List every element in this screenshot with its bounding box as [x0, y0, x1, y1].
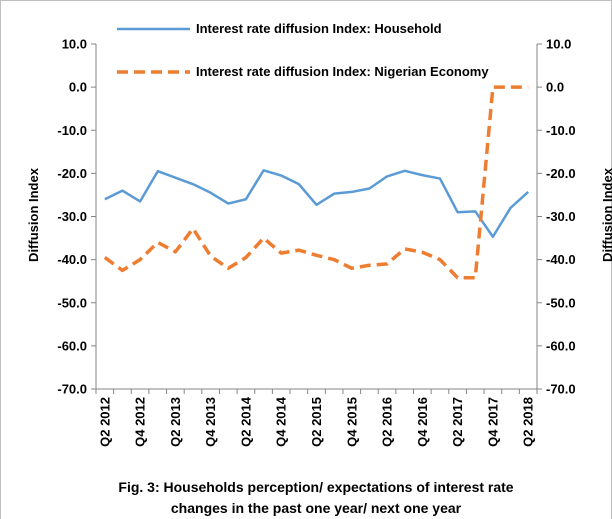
y-tick-label: 10.0: [62, 37, 87, 52]
y2-tick-label: -30.0: [546, 209, 576, 224]
y-tick-label: -70.0: [57, 382, 87, 397]
x-tick-label: Q2 2016: [380, 397, 395, 447]
y-tick-label: 0.0: [69, 80, 87, 95]
x-tick-label: Q2 2017: [450, 397, 465, 447]
y2-tick-label: -60.0: [546, 338, 576, 353]
legend-item: Interest rate diffusion Index: Nigerian …: [196, 64, 489, 79]
caption: Fig. 3: Households perception/ expectati…: [118, 479, 513, 495]
series-line: [104, 169, 530, 239]
y-axis-title: Diffusion Index: [26, 167, 41, 262]
y-tick-label: -10.0: [57, 123, 87, 138]
y2-tick-label: -40.0: [546, 252, 576, 267]
x-tick-label: Q4 2014: [274, 396, 289, 447]
x-tick-label: Q4 2017: [485, 397, 500, 447]
x-tick-label: Q2 2015: [309, 397, 324, 447]
y-tick-label: -50.0: [57, 295, 87, 310]
legend-label: Interest rate diffusion Index: Household: [196, 21, 442, 36]
x-tick-label: Q2 2018: [521, 397, 536, 447]
y2-tick-label: 10.0: [546, 37, 571, 52]
y-tick-label: -30.0: [57, 209, 87, 224]
x-tick-label: Q2 2012: [97, 397, 112, 447]
x-tick-label: Q4 2013: [203, 397, 218, 447]
x-tick-label: Q4 2015: [344, 397, 359, 447]
x-tick-label: Q2 2014: [238, 396, 253, 447]
y2-tick-label: 0.0: [546, 80, 564, 95]
y2-tick-label: -50.0: [546, 295, 576, 310]
x-tick-label: Q2 2013: [168, 397, 183, 447]
x-tick-label: Q4 2012: [133, 397, 148, 447]
y2-tick-label: -70.0: [546, 382, 576, 397]
y2-tick-label: -20.0: [546, 166, 576, 181]
legend-item: Interest rate diffusion Index: Household: [196, 21, 442, 36]
legend-label: Interest rate diffusion Index: Nigerian …: [196, 64, 489, 79]
y-tick-label: -40.0: [57, 252, 87, 267]
y-tick-label: -60.0: [57, 338, 87, 353]
series-line: [103, 85, 529, 280]
y-tick-label: -20.0: [57, 166, 87, 181]
caption: changes in the past one year/ next one y…: [171, 500, 462, 516]
x-tick-label: Q4 2016: [415, 397, 430, 447]
y2-tick-label: -10.0: [546, 123, 576, 138]
y2-axis-title: Diffusion Index: [600, 167, 612, 262]
